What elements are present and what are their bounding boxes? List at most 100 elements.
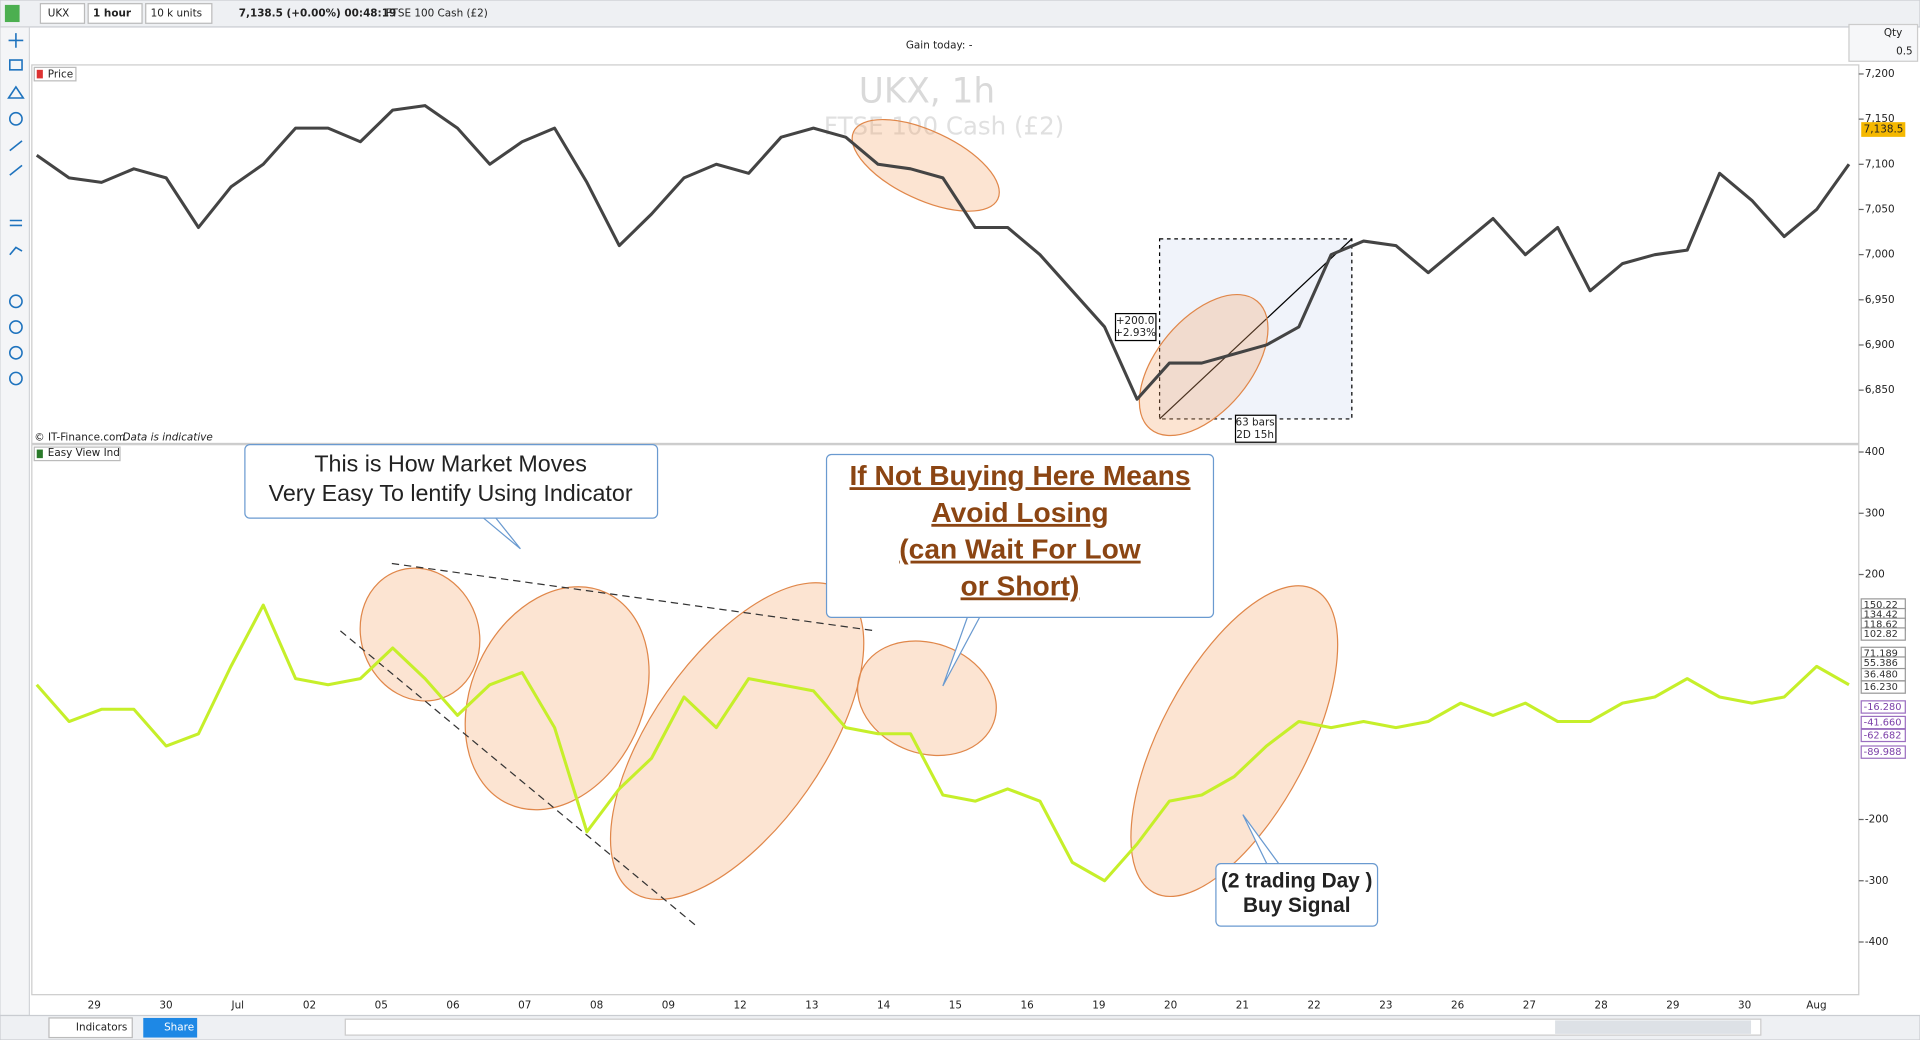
y-tick-label: 6,900 — [1865, 339, 1895, 351]
x-tick-label: 16 — [1020, 1000, 1033, 1012]
highlight-ellipses — [359, 567, 1339, 901]
x-tick-label: 30 — [159, 1000, 172, 1012]
footnote: © IT-Finance.com — [34, 431, 125, 443]
annotations: This is How Market Moves Very Easy To len… — [269, 451, 1373, 917]
app-icon[interactable] — [4, 4, 20, 23]
measure-bars: 63 bars — [1235, 417, 1274, 429]
x-tick-label: 26 — [1451, 1000, 1464, 1012]
measure-label-box — [1114, 312, 1157, 342]
y-tick-label: 7,150 — [1865, 113, 1895, 125]
x-tick-label: 05 — [375, 1000, 388, 1012]
scrollbar[interactable] — [344, 1018, 1762, 1036]
x-tick-label: 29 — [1666, 1000, 1679, 1012]
level-label: -16.280 — [1864, 702, 1902, 713]
x-tick-label: Jul — [231, 1000, 245, 1012]
x-tick-label: 19 — [1092, 1000, 1105, 1012]
level-label: 55.386 — [1864, 658, 1898, 669]
x-tick-label: 22 — [1307, 1000, 1320, 1012]
y-tick-label: 6,950 — [1865, 294, 1895, 306]
annotation-line: (2 trading Day ) — [1221, 869, 1372, 892]
x-tick-label: 07 — [518, 1000, 531, 1012]
x-tick-label: 28 — [1595, 1000, 1608, 1012]
highlight-ellipse — [1138, 293, 1269, 437]
qty-box[interactable] — [1848, 23, 1919, 62]
x-tick-label: 13 — [805, 1000, 818, 1012]
qty-value: 0.5 — [1896, 45, 1913, 57]
annotation-line: If Not Buying Here Means — [850, 460, 1191, 491]
share-button[interactable] — [143, 1017, 198, 1038]
indicators-label: Indicators — [76, 1022, 127, 1034]
series-line — [35, 104, 1851, 401]
x-tick-label: 27 — [1523, 1000, 1536, 1012]
last-price-box — [1861, 122, 1906, 137]
units: 10 k units — [151, 7, 202, 19]
annotation-line: Very Easy To lentify Using Indicator — [269, 480, 633, 506]
price-legend[interactable] — [33, 66, 77, 82]
quote: 7,138.5 (+0.00%) 00:48:19 — [239, 7, 396, 19]
annotation-line: Buy Signal — [1243, 894, 1351, 917]
level-label: 36.480 — [1864, 670, 1898, 681]
x-tick-label: 12 — [733, 1000, 746, 1012]
timeframe-dropdown[interactable] — [87, 3, 143, 24]
measure-line — [1159, 238, 1353, 420]
annotation-line: This is How Market Moves — [314, 451, 587, 477]
x-tick-label: 02 — [303, 1000, 316, 1012]
scroll-thumb[interactable] — [1555, 1020, 1752, 1034]
level-box — [1860, 715, 1906, 730]
level-label: 118.62 — [1864, 619, 1898, 630]
last-price-label: 7,138.5 — [1864, 124, 1904, 136]
x-tick-label: Aug — [1806, 1000, 1826, 1012]
y-tick-label: -400 — [1865, 936, 1889, 948]
level-box — [1860, 627, 1906, 641]
level-box — [1860, 680, 1906, 694]
y-tick-label: 6,850 — [1865, 384, 1895, 396]
level-label: 102.82 — [1864, 629, 1898, 640]
level-label: 71.189 — [1864, 648, 1898, 659]
y-tick-label: -300 — [1865, 875, 1889, 887]
level-label: 134.42 — [1864, 610, 1898, 621]
y-tick-label: 7,200 — [1865, 68, 1895, 80]
highlight-ellipse — [851, 118, 1000, 212]
x-tick-label: 15 — [949, 1000, 962, 1012]
measure-change: +200.0 — [1116, 315, 1155, 327]
y-tick-label: 200 — [1865, 569, 1885, 581]
x-tick-label: 29 — [88, 1000, 101, 1012]
y-tick-label: 7,100 — [1865, 158, 1895, 170]
instrument: FTSE 100 Cash (£2) — [386, 7, 488, 19]
callouts — [244, 444, 1379, 927]
timeframe: 1 hour — [93, 7, 132, 19]
x-tick-label: 20 — [1164, 1000, 1177, 1012]
x-tick-label: 21 — [1236, 1000, 1249, 1012]
watermark: UKX, 1h — [859, 72, 995, 112]
level-label: -89.988 — [1864, 747, 1902, 758]
y-tick-label: 7,050 — [1865, 203, 1895, 215]
x-tick-label: 06 — [446, 1000, 459, 1012]
units-dropdown[interactable] — [145, 3, 213, 24]
price-title: Price — [48, 69, 73, 81]
indicators-button[interactable] — [48, 1017, 133, 1039]
legend-swatch — [36, 69, 43, 79]
indicator-title: Easy View Ind — [48, 447, 120, 459]
symbol-dropdown[interactable] — [39, 3, 86, 24]
drawing-tools[interactable] — [7, 33, 25, 386]
measure-bars-box — [1234, 414, 1277, 443]
y-tick-label: 400 — [1865, 446, 1885, 458]
share-label: Share — [164, 1022, 194, 1034]
symbol: UKX — [48, 7, 70, 19]
level-box — [1860, 700, 1906, 714]
annotation-line: (can Wait For Low — [899, 534, 1140, 565]
y-tick-label: -200 — [1865, 814, 1889, 826]
level-label: 16.230 — [1864, 682, 1898, 693]
x-tick-label: 30 — [1738, 1000, 1751, 1012]
left-toolbar — [0, 26, 30, 1017]
gain-today: Gain today: - — [906, 39, 973, 51]
measure-duration: 2D 15h — [1236, 429, 1274, 441]
x-tick-label: 23 — [1379, 1000, 1392, 1012]
indicator-legend[interactable] — [33, 446, 121, 462]
x-tick-label: 09 — [662, 1000, 675, 1012]
level-label: -62.682 — [1864, 730, 1902, 741]
trend-lines — [340, 562, 876, 928]
x-tick-label: 14 — [877, 1000, 891, 1012]
measure-percent: +2.93% — [1114, 327, 1156, 339]
